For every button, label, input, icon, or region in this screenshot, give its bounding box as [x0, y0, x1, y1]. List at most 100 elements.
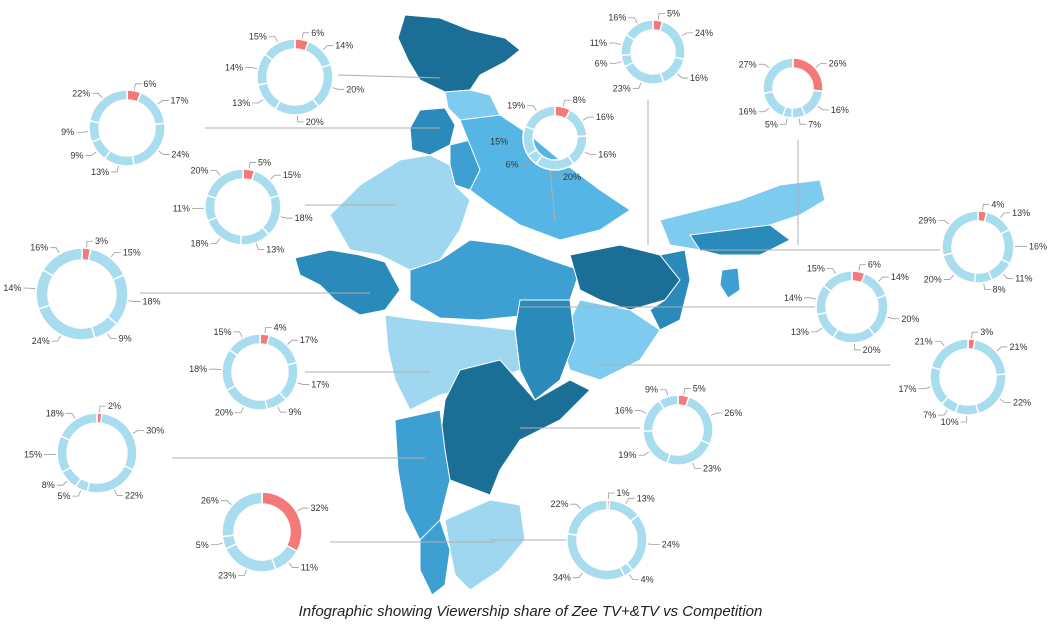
donut-13-label-2: 21%	[1010, 342, 1028, 352]
donut-9-slice-3	[659, 56, 686, 84]
donut-14-label-4: 19%	[618, 450, 636, 460]
donut-6-label-3: 22%	[125, 491, 143, 501]
donut-13-label-3: 22%	[1013, 398, 1031, 408]
donut-6-label-leader-5	[56, 480, 68, 486]
donut-7-label-leader-5	[220, 500, 232, 505]
donut-6-label-4: 5%	[57, 491, 70, 501]
donut-7-label-leader-3	[238, 569, 247, 576]
donut-15-label-5: 34%	[553, 573, 571, 583]
donut-10-slice-5	[762, 90, 787, 118]
donut-11-label-leader-2	[1000, 212, 1011, 218]
donut-9-label-5: 6%	[595, 58, 608, 68]
donut-6-label-7: 18%	[46, 408, 64, 418]
region-northeast	[659, 179, 826, 251]
donut-9-label-leader-7	[628, 17, 638, 24]
donut-1-slice-5	[256, 82, 282, 111]
donut-2-slice-6	[88, 120, 102, 143]
donut-7-slice-1	[261, 491, 303, 553]
donut-14-label-3: 23%	[703, 463, 721, 473]
donut-4-label-leader-3	[128, 300, 141, 302]
donut-3-label-leader-5	[210, 238, 221, 244]
donut-1-label-leader-4	[297, 115, 304, 123]
donut-1-slice-4	[273, 97, 320, 116]
donut-14-slice-2	[684, 395, 714, 446]
donut-chart-7: 32% 11% 23% 5% 26%	[196, 491, 328, 580]
donut-5-label-1: 4%	[274, 322, 287, 332]
donut-5-label-6: 18%	[189, 364, 207, 374]
donut-13-label-4: 10%	[941, 417, 959, 427]
donut-11-label-2: 13%	[1012, 208, 1030, 218]
donut-12-slice-7	[822, 270, 853, 293]
donut-2-label-leader-7	[92, 92, 103, 99]
leader-line-8	[549, 169, 556, 221]
donut-10-slice-1	[792, 57, 824, 93]
donut-3-label-leader-4	[255, 243, 265, 250]
donut-chart-2: 6% 17% 24% 13% 9% 9% 22%	[61, 79, 189, 177]
donut-14-label-leader-1	[683, 388, 691, 395]
donut-chart-6: 2% 30% 22% 5%8% 15% 18%	[24, 401, 164, 501]
donut-8-label-leader-4	[554, 171, 561, 178]
region-rajasthan	[329, 154, 471, 271]
donut-2-label-leader-4	[111, 165, 119, 173]
leader-line-1	[337, 74, 441, 79]
donut-chart-3: 5% 15% 18% 13% 18% 11% 20%	[173, 158, 313, 255]
donut-7-label-5: 26%	[201, 496, 219, 506]
donut-10-label-2: 16%	[831, 105, 849, 115]
donut-1-label-6: 14%	[225, 62, 243, 72]
donut-6-label-leader-1	[99, 405, 106, 413]
donut-7-label-3: 23%	[218, 570, 236, 580]
donut-2-label-leader-5	[85, 151, 97, 156]
donut-6-label-2: 30%	[146, 425, 164, 435]
donut-1-label-7: 15%	[249, 32, 267, 42]
donut-6-slice-7	[59, 412, 98, 442]
donut-9-slice-2	[658, 20, 686, 61]
donut-1-label-5: 13%	[232, 98, 250, 108]
donut-12-label-leader-2	[878, 276, 889, 282]
donut-6-slice-3	[86, 464, 135, 494]
donut-13-label-7: 21%	[915, 336, 933, 346]
donut-4-slice-6	[35, 268, 55, 311]
donut-4-label-1: 3%	[95, 236, 108, 246]
donut-15-label-leader-2	[625, 497, 635, 504]
donut-2-label-5: 9%	[70, 151, 83, 161]
donut-6-label-leader-4	[72, 490, 82, 497]
donut-13-slice-3	[974, 373, 1007, 415]
donut-15-label-leader-1	[607, 492, 615, 500]
donut-11-label-5: 8%	[993, 284, 1006, 294]
donut-2-label-leader-1	[133, 83, 142, 90]
donut-3-label-1: 5%	[258, 158, 271, 168]
donut-5-slice-2	[266, 334, 298, 366]
donut-charts: 6% 14% 20% 20% 13% 14% 15% 6% 17% 24% 13% 9% 9% 22% 5%…	[3, 8, 1047, 584]
donut-4-label-7: 16%	[30, 243, 48, 253]
donut-6-label-leader-2	[132, 429, 145, 434]
donut-chart-14: 5% 26% 23% 19% 16% 9%	[615, 384, 743, 474]
donut-11-label-1: 4%	[991, 199, 1004, 209]
donut-13-label-leader-2	[996, 346, 1008, 352]
donut-14-label-2: 26%	[724, 408, 742, 418]
donut-12-label-leader-5	[810, 328, 823, 333]
donut-12-label-1: 6%	[868, 260, 881, 270]
donut-12-label-4: 20%	[863, 345, 881, 355]
region-tamilnadu	[444, 499, 526, 591]
donut-15-slice-6	[566, 499, 608, 537]
donut-1-label-leader-1	[301, 32, 310, 39]
donut-10-label-1: 26%	[829, 58, 847, 68]
donut-4-label-2: 15%	[123, 247, 141, 257]
donut-6-label-leader-3	[114, 489, 124, 496]
donut-6-label-leader-7	[65, 412, 76, 419]
donut-12-label-6: 14%	[784, 293, 802, 303]
donut-7-label-2: 11%	[301, 563, 318, 573]
donut-10-label-4: 5%	[765, 119, 778, 129]
donut-15-label-6: 22%	[551, 499, 569, 509]
donut-4-slice-5	[37, 304, 96, 341]
donut-9-label-3: 16%	[690, 73, 708, 83]
donut-14-slice-4	[642, 430, 672, 465]
donut-13-slice-7	[930, 338, 969, 371]
region-tripura	[719, 267, 741, 299]
donut-9-label-leader-2	[681, 32, 693, 37]
donut-13-label-5: 7%	[923, 410, 936, 420]
infographic-caption: Infographic showing Viewership share of …	[298, 603, 763, 620]
donut-8-label-leader-2	[582, 116, 594, 121]
donut-11-slice-3	[999, 228, 1015, 265]
donut-4-label-5: 24%	[32, 336, 50, 346]
